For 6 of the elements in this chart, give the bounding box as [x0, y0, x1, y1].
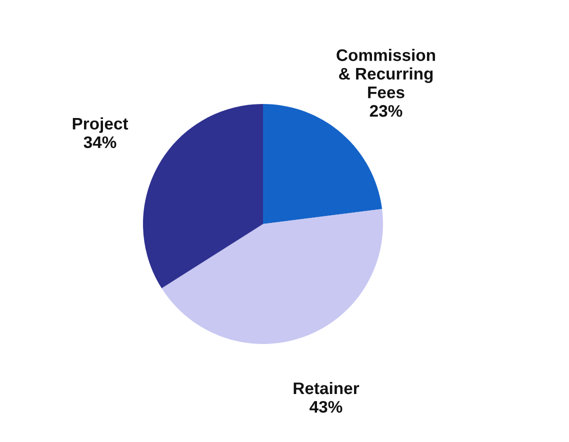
slice-label: Commission & Recurring Fees	[336, 48, 435, 98]
data-label: 34%	[84, 136, 116, 148]
slice-label: Project	[72, 117, 128, 133]
slice-label: Retainer	[294, 382, 360, 394]
data-label: 43%	[310, 400, 342, 413]
data-label: 23%	[370, 105, 402, 117]
